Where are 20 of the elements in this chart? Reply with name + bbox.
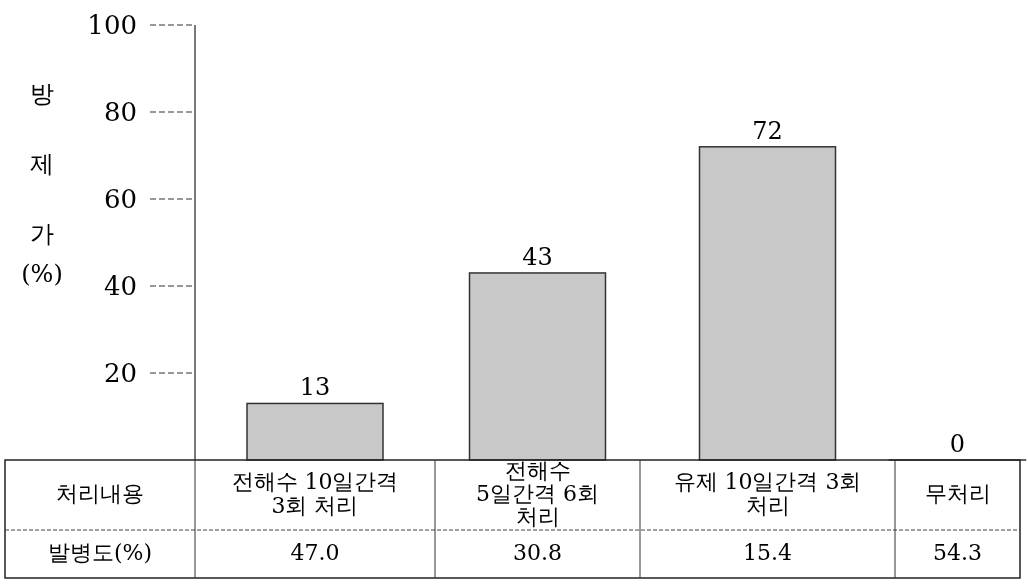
y-tick-label: 80 — [103, 97, 137, 127]
text: 47.0 — [290, 540, 340, 565]
text: 15.4 — [743, 540, 792, 565]
text: 발병도(%) — [47, 540, 153, 565]
data-label: 43 — [522, 242, 553, 271]
y-tick-label: 40 — [103, 271, 137, 301]
x-tick-label: 유제 10일간격 3회 처리 — [673, 469, 862, 518]
text: 30.8 — [513, 540, 562, 565]
data-label: 13 — [299, 373, 331, 402]
data-label: 0 — [949, 430, 966, 458]
text: 방제가(%) — [21, 79, 63, 288]
x-tick-label: 전해수 10일간격 3회 처리 — [231, 469, 399, 518]
text: 처리내용 — [56, 481, 144, 506]
y-tick-label: 20 — [103, 358, 137, 388]
y-tick-label: 100 — [87, 10, 137, 40]
data-label: 72 — [752, 116, 783, 145]
text: 54.3 — [933, 540, 982, 565]
y-tick-label: 60 — [103, 184, 137, 214]
x-tick-label: 전해수 5일간격 6회 처리 — [476, 457, 599, 530]
x-tick-label: 무처리 — [924, 481, 991, 506]
